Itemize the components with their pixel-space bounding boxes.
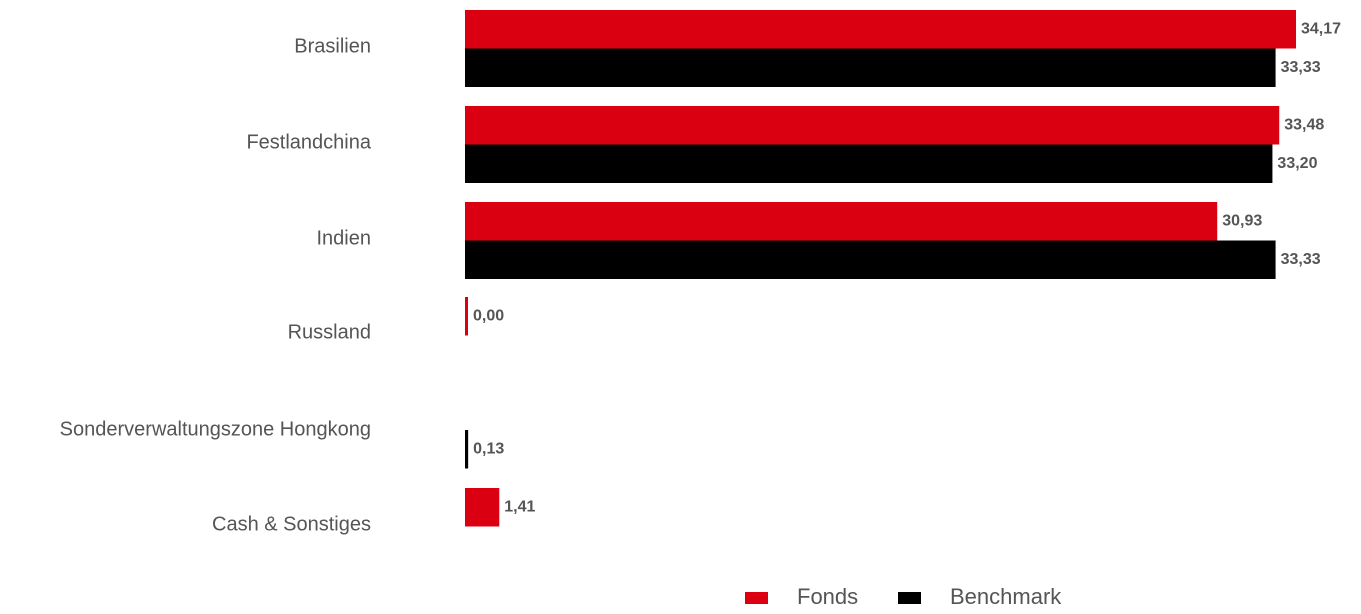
fonds-value-label: 0,00 bbox=[473, 307, 504, 324]
benchmark-value-label: 33,33 bbox=[1281, 59, 1321, 76]
legend-label-benchmark: Benchmark bbox=[950, 584, 1062, 609]
fonds-bar bbox=[465, 297, 468, 336]
category-label: Sonderverwaltungszone Hongkong bbox=[60, 418, 371, 440]
fonds-bar bbox=[465, 202, 1218, 241]
fonds-value-label: 34,17 bbox=[1301, 20, 1341, 37]
category-label: Brasilien bbox=[294, 35, 371, 57]
benchmark-bar bbox=[465, 144, 1273, 183]
benchmark-value-label: 0,13 bbox=[473, 440, 504, 457]
fonds-bar bbox=[465, 488, 500, 527]
benchmark-bar bbox=[465, 240, 1276, 279]
fonds-value-label: 33,48 bbox=[1284, 116, 1324, 133]
category-labels: Brasilien Festlandchina Indien Russland Sond… bbox=[60, 35, 372, 535]
fonds-bar bbox=[465, 106, 1280, 145]
legend-swatch-fonds bbox=[745, 592, 768, 604]
category-label: Cash & Sonstiges bbox=[212, 513, 371, 535]
benchmark-value-label: 33,20 bbox=[1277, 155, 1317, 172]
fonds-bar bbox=[465, 10, 1297, 49]
category-label: Indien bbox=[317, 227, 372, 249]
bars bbox=[465, 10, 1297, 527]
benchmark-value-label: 33,33 bbox=[1281, 251, 1321, 268]
legend-swatch-benchmark bbox=[898, 592, 921, 604]
category-label: Russland bbox=[288, 321, 371, 343]
value-labels: 34,17 33,33 33,48 33,20 30,93 33,33 0,00 0,13 1,… bbox=[473, 20, 1341, 515]
category-label: Festlandchina bbox=[246, 131, 371, 153]
legend: Fonds Benchmark bbox=[745, 584, 1062, 609]
benchmark-bar bbox=[465, 48, 1276, 87]
fonds-value-label: 1,41 bbox=[504, 498, 535, 515]
legend-label-fonds: Fonds bbox=[797, 584, 858, 609]
benchmark-bar bbox=[465, 430, 469, 469]
fonds-value-label: 30,93 bbox=[1222, 212, 1262, 229]
